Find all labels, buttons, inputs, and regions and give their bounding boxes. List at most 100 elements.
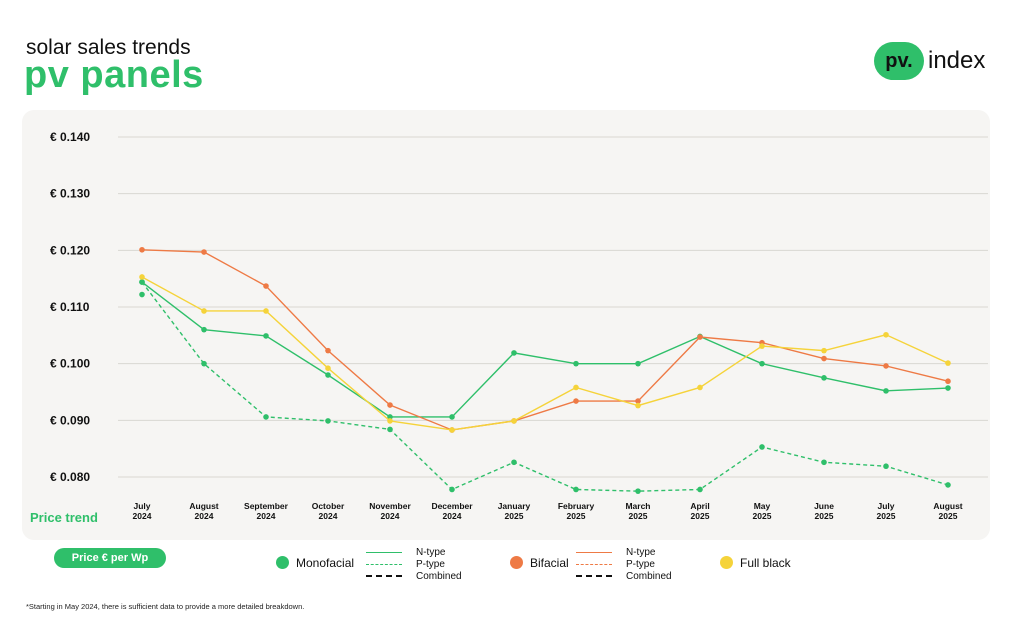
x-tick-label: 2024 xyxy=(443,511,462,521)
y-tick-label: € 0.120 xyxy=(50,243,90,257)
data-point xyxy=(263,414,269,420)
data-point xyxy=(697,334,703,340)
data-point xyxy=(511,350,517,356)
data-point xyxy=(201,326,207,333)
legend-monofacial: Monofacial xyxy=(276,548,354,570)
x-tick-label: June xyxy=(814,501,834,511)
series-line xyxy=(141,281,949,418)
data-point xyxy=(263,283,269,289)
data-point xyxy=(387,426,393,433)
logo-badge: pv. xyxy=(874,42,924,80)
data-point xyxy=(759,343,765,349)
x-tick-label: 2025 xyxy=(753,511,772,521)
x-tick-label: 2025 xyxy=(629,511,648,521)
data-point xyxy=(945,360,951,366)
data-point xyxy=(759,444,765,450)
x-tick-label: 2025 xyxy=(877,511,896,521)
data-point xyxy=(263,308,269,314)
x-tick-label: July xyxy=(877,501,894,511)
data-point xyxy=(635,488,641,494)
y-tick-label: € 0.100 xyxy=(50,357,90,371)
series-line xyxy=(141,276,949,431)
data-point xyxy=(573,360,579,367)
x-tick-label: September xyxy=(244,501,289,511)
data-point xyxy=(449,414,455,420)
y-tick-label: € 0.090 xyxy=(50,413,90,427)
combined-line-sample xyxy=(366,575,402,577)
x-tick-label: December xyxy=(431,501,473,511)
y-tick-label: € 0.110 xyxy=(50,300,90,314)
monofacial-dot-icon xyxy=(276,556,289,569)
y-tick-label: € 0.080 xyxy=(50,470,90,484)
data-point xyxy=(573,398,579,404)
footnote: *Starting in May 2024, there is sufficie… xyxy=(26,602,305,611)
data-point xyxy=(449,427,455,433)
data-point xyxy=(821,459,827,466)
chart-subtitle: solar sales trends xyxy=(26,36,191,59)
data-point xyxy=(263,333,269,339)
legend-label: P-type xyxy=(626,558,655,570)
data-point xyxy=(139,246,145,253)
data-point xyxy=(201,249,207,255)
legend-label: Combined xyxy=(416,570,462,582)
combined-line-sample xyxy=(576,575,612,577)
chart-title: pv panels xyxy=(24,54,204,96)
legend-monofacial-lines: N-type P-type Combined xyxy=(366,546,462,582)
x-tick-label: August xyxy=(189,501,218,511)
data-point xyxy=(387,402,393,408)
x-tick-label: May xyxy=(754,501,771,511)
x-tick-label: 2025 xyxy=(691,511,710,521)
series-line xyxy=(141,281,949,492)
x-tick-label: 2024 xyxy=(381,511,400,521)
price-unit-badge: Price € per Wp xyxy=(54,548,166,568)
data-point xyxy=(635,398,641,404)
x-tick-label: February xyxy=(558,501,595,511)
p-type-line-sample xyxy=(366,563,402,565)
data-point xyxy=(201,308,207,314)
data-point xyxy=(883,388,889,394)
data-point xyxy=(325,418,331,424)
legend-bifacial-lines: N-type P-type Combined xyxy=(576,546,672,582)
full-black-dot-icon xyxy=(720,556,733,569)
legend-bifacial-name: Bifacial xyxy=(530,556,569,570)
legend-full-black-name: Full black xyxy=(740,556,791,570)
logo-text: index xyxy=(928,47,986,74)
data-point xyxy=(759,360,765,367)
data-point xyxy=(945,385,951,391)
legend-label: N-type xyxy=(626,546,656,558)
data-point xyxy=(635,360,641,367)
data-point xyxy=(883,363,889,369)
data-point xyxy=(573,486,579,493)
data-point xyxy=(139,291,145,298)
data-point xyxy=(945,482,951,488)
x-tick-label: 2024 xyxy=(319,511,338,521)
price-trend-label: Price trend xyxy=(30,510,98,525)
n-type-line-sample xyxy=(366,551,402,553)
x-tick-label: October xyxy=(312,501,345,511)
data-point xyxy=(387,414,393,420)
legend-label: Combined xyxy=(626,570,672,582)
data-point xyxy=(325,365,331,372)
data-point xyxy=(325,372,331,378)
legend-bifacial: Bifacial xyxy=(510,548,569,570)
data-point xyxy=(387,418,393,424)
x-tick-label: April xyxy=(690,501,709,511)
x-tick-label: March xyxy=(625,501,650,511)
p-type-line-sample xyxy=(576,563,612,565)
data-point xyxy=(325,347,331,354)
data-point xyxy=(821,347,827,354)
x-tick-label: November xyxy=(369,501,411,511)
data-point xyxy=(449,486,455,493)
legend-full-black: Full black xyxy=(720,548,791,570)
x-tick-label: 2025 xyxy=(815,511,834,521)
y-tick-label: € 0.140 xyxy=(50,130,90,144)
pv-index-logo: pv. index xyxy=(874,42,985,80)
n-type-line-sample xyxy=(576,551,612,553)
bifacial-dot-icon xyxy=(510,556,523,569)
y-tick-label: € 0.130 xyxy=(50,187,90,201)
data-point xyxy=(821,375,827,381)
data-point xyxy=(201,360,207,367)
x-tick-label: 2025 xyxy=(939,511,958,521)
data-point xyxy=(139,274,145,280)
data-point xyxy=(697,384,703,391)
